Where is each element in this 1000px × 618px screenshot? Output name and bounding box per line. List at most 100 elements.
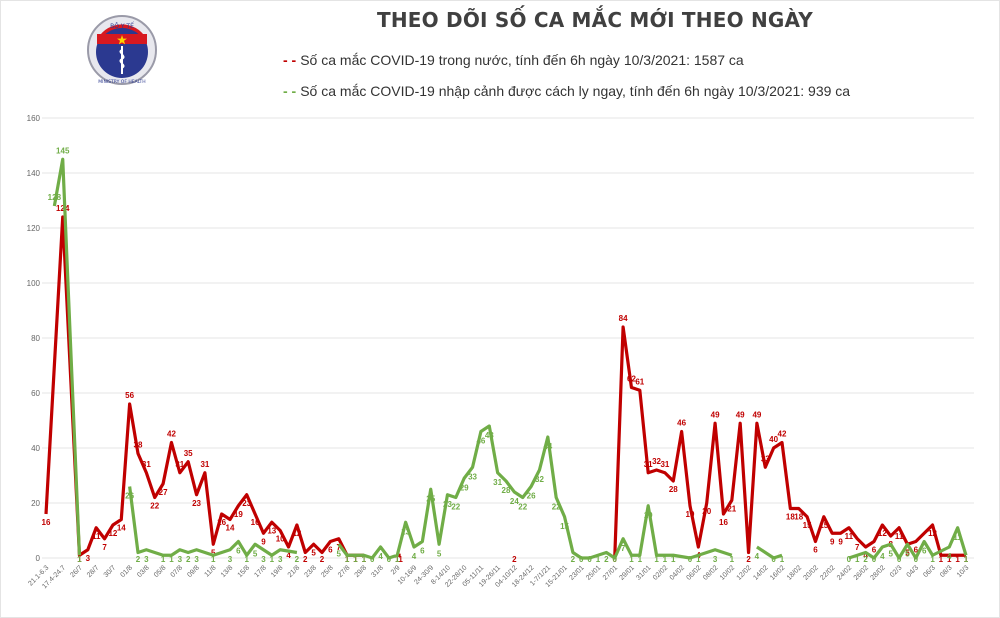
- data-label: 25: [426, 494, 435, 503]
- data-label: 124: [56, 204, 70, 213]
- data-label: 3: [194, 555, 199, 564]
- x-tick-label: 23/8: [303, 564, 318, 579]
- x-tick-label: 02/02: [652, 564, 669, 581]
- x-tick-label: 13/8: [220, 564, 235, 579]
- data-label: 12: [292, 529, 301, 538]
- data-label: 3: [86, 554, 91, 563]
- data-label: 2: [746, 555, 751, 564]
- data-label: 1: [398, 555, 403, 564]
- data-label: 1: [939, 555, 944, 564]
- y-tick-label: 20: [31, 499, 40, 508]
- data-label: 11: [953, 533, 962, 542]
- data-label: 3: [278, 555, 283, 564]
- data-label: 6: [872, 546, 877, 555]
- data-label: 0: [897, 555, 902, 564]
- data-label: 31: [493, 478, 502, 487]
- x-tick-label: 29/8: [354, 564, 369, 579]
- data-label: 0: [387, 555, 392, 564]
- data-label: 2: [136, 555, 141, 564]
- data-label: 1: [353, 555, 358, 564]
- y-tick-label: 160: [27, 114, 41, 123]
- x-tick-label: 16/02: [769, 564, 786, 581]
- data-label: 0: [914, 555, 919, 564]
- x-tick-label: 19/8: [270, 564, 285, 579]
- data-label: 84: [619, 314, 628, 323]
- data-label: 1: [654, 555, 659, 564]
- data-label: 4: [863, 551, 868, 560]
- data-label: 1: [730, 555, 735, 564]
- legend-dash: - -: [283, 52, 297, 68]
- data-label: 5: [889, 549, 894, 558]
- data-label: 3: [228, 555, 233, 564]
- data-label: 32: [535, 475, 544, 484]
- x-tick-label: 06/3: [922, 564, 937, 579]
- data-label: 5: [211, 548, 216, 557]
- data-label: 1: [629, 555, 634, 564]
- series-line: [44, 215, 364, 557]
- data-label: 1: [964, 555, 969, 564]
- legend-domestic-label: - - Số ca mắc COVID-19 trong nước, tính đ…: [283, 52, 744, 68]
- data-label: 22: [150, 502, 159, 511]
- x-tick-label: 02/3: [889, 564, 904, 579]
- x-tick-label: 22/02: [819, 564, 836, 581]
- data-label: 4: [378, 552, 383, 561]
- data-label: 5: [437, 549, 442, 558]
- data-label: 61: [635, 377, 644, 386]
- data-label: 31: [660, 460, 669, 469]
- data-label: 2: [186, 555, 191, 564]
- data-label: 24: [510, 497, 519, 506]
- data-label: 2: [571, 555, 576, 564]
- data-label: 3: [144, 555, 149, 564]
- data-label: 56: [125, 391, 134, 400]
- data-label: 2: [512, 555, 517, 564]
- x-tick-label: 25/01: [585, 564, 602, 581]
- data-label: 1: [169, 555, 174, 564]
- legend-dash: - -: [283, 83, 297, 99]
- data-label: 13: [401, 527, 410, 536]
- data-label: 48: [485, 431, 494, 440]
- x-tick-label: 08/3: [939, 564, 954, 579]
- x-tick-label: 26/7: [69, 564, 84, 579]
- x-tick-label: 04/02: [669, 564, 686, 581]
- data-label: 0: [579, 555, 584, 564]
- data-label: 1: [855, 555, 860, 564]
- x-tick-label: 12/02: [736, 564, 753, 581]
- x-tick-label: 2/9: [390, 564, 402, 576]
- data-label: 5: [311, 548, 316, 557]
- x-tick-label: 20/02: [803, 564, 820, 581]
- x-tick-label: 27/01: [602, 564, 619, 581]
- series-line: [337, 424, 733, 560]
- data-label: 31: [142, 460, 151, 469]
- data-label: 31: [644, 460, 653, 469]
- data-label: 19: [686, 510, 695, 519]
- data-label: 2: [604, 555, 609, 564]
- data-label: 1: [345, 555, 350, 564]
- data-label: 1: [245, 555, 250, 564]
- data-label: 4: [947, 552, 952, 561]
- x-tick-label: 26/02: [853, 564, 870, 581]
- data-label: 4: [880, 552, 885, 561]
- x-tick-label: 23/01: [568, 564, 585, 581]
- data-label: 31: [175, 460, 184, 469]
- data-label: 49: [752, 410, 761, 419]
- x-tick-label: 28/02: [869, 564, 886, 581]
- series-line: [613, 325, 966, 559]
- data-label: 7: [102, 543, 107, 552]
- data-label: 0: [587, 555, 592, 564]
- x-tick-label: 31/01: [635, 564, 652, 581]
- data-label: 6: [914, 546, 919, 555]
- data-label: 5: [905, 548, 910, 557]
- ministry-of-health-logo: BỘ Y TẾ MINISTRY OF HEALTH: [87, 15, 157, 85]
- data-label: 40: [769, 435, 778, 444]
- data-label: 12: [928, 529, 937, 538]
- data-label: 42: [778, 430, 787, 439]
- data-label: 14: [226, 524, 235, 533]
- data-label: 1: [780, 555, 785, 564]
- data-label: 7: [621, 544, 626, 553]
- data-label: 16: [251, 518, 260, 527]
- x-tick-label: 27/8: [337, 564, 352, 579]
- data-label: 23: [443, 500, 452, 509]
- data-label: 1: [964, 555, 969, 564]
- data-label: 33: [761, 454, 770, 463]
